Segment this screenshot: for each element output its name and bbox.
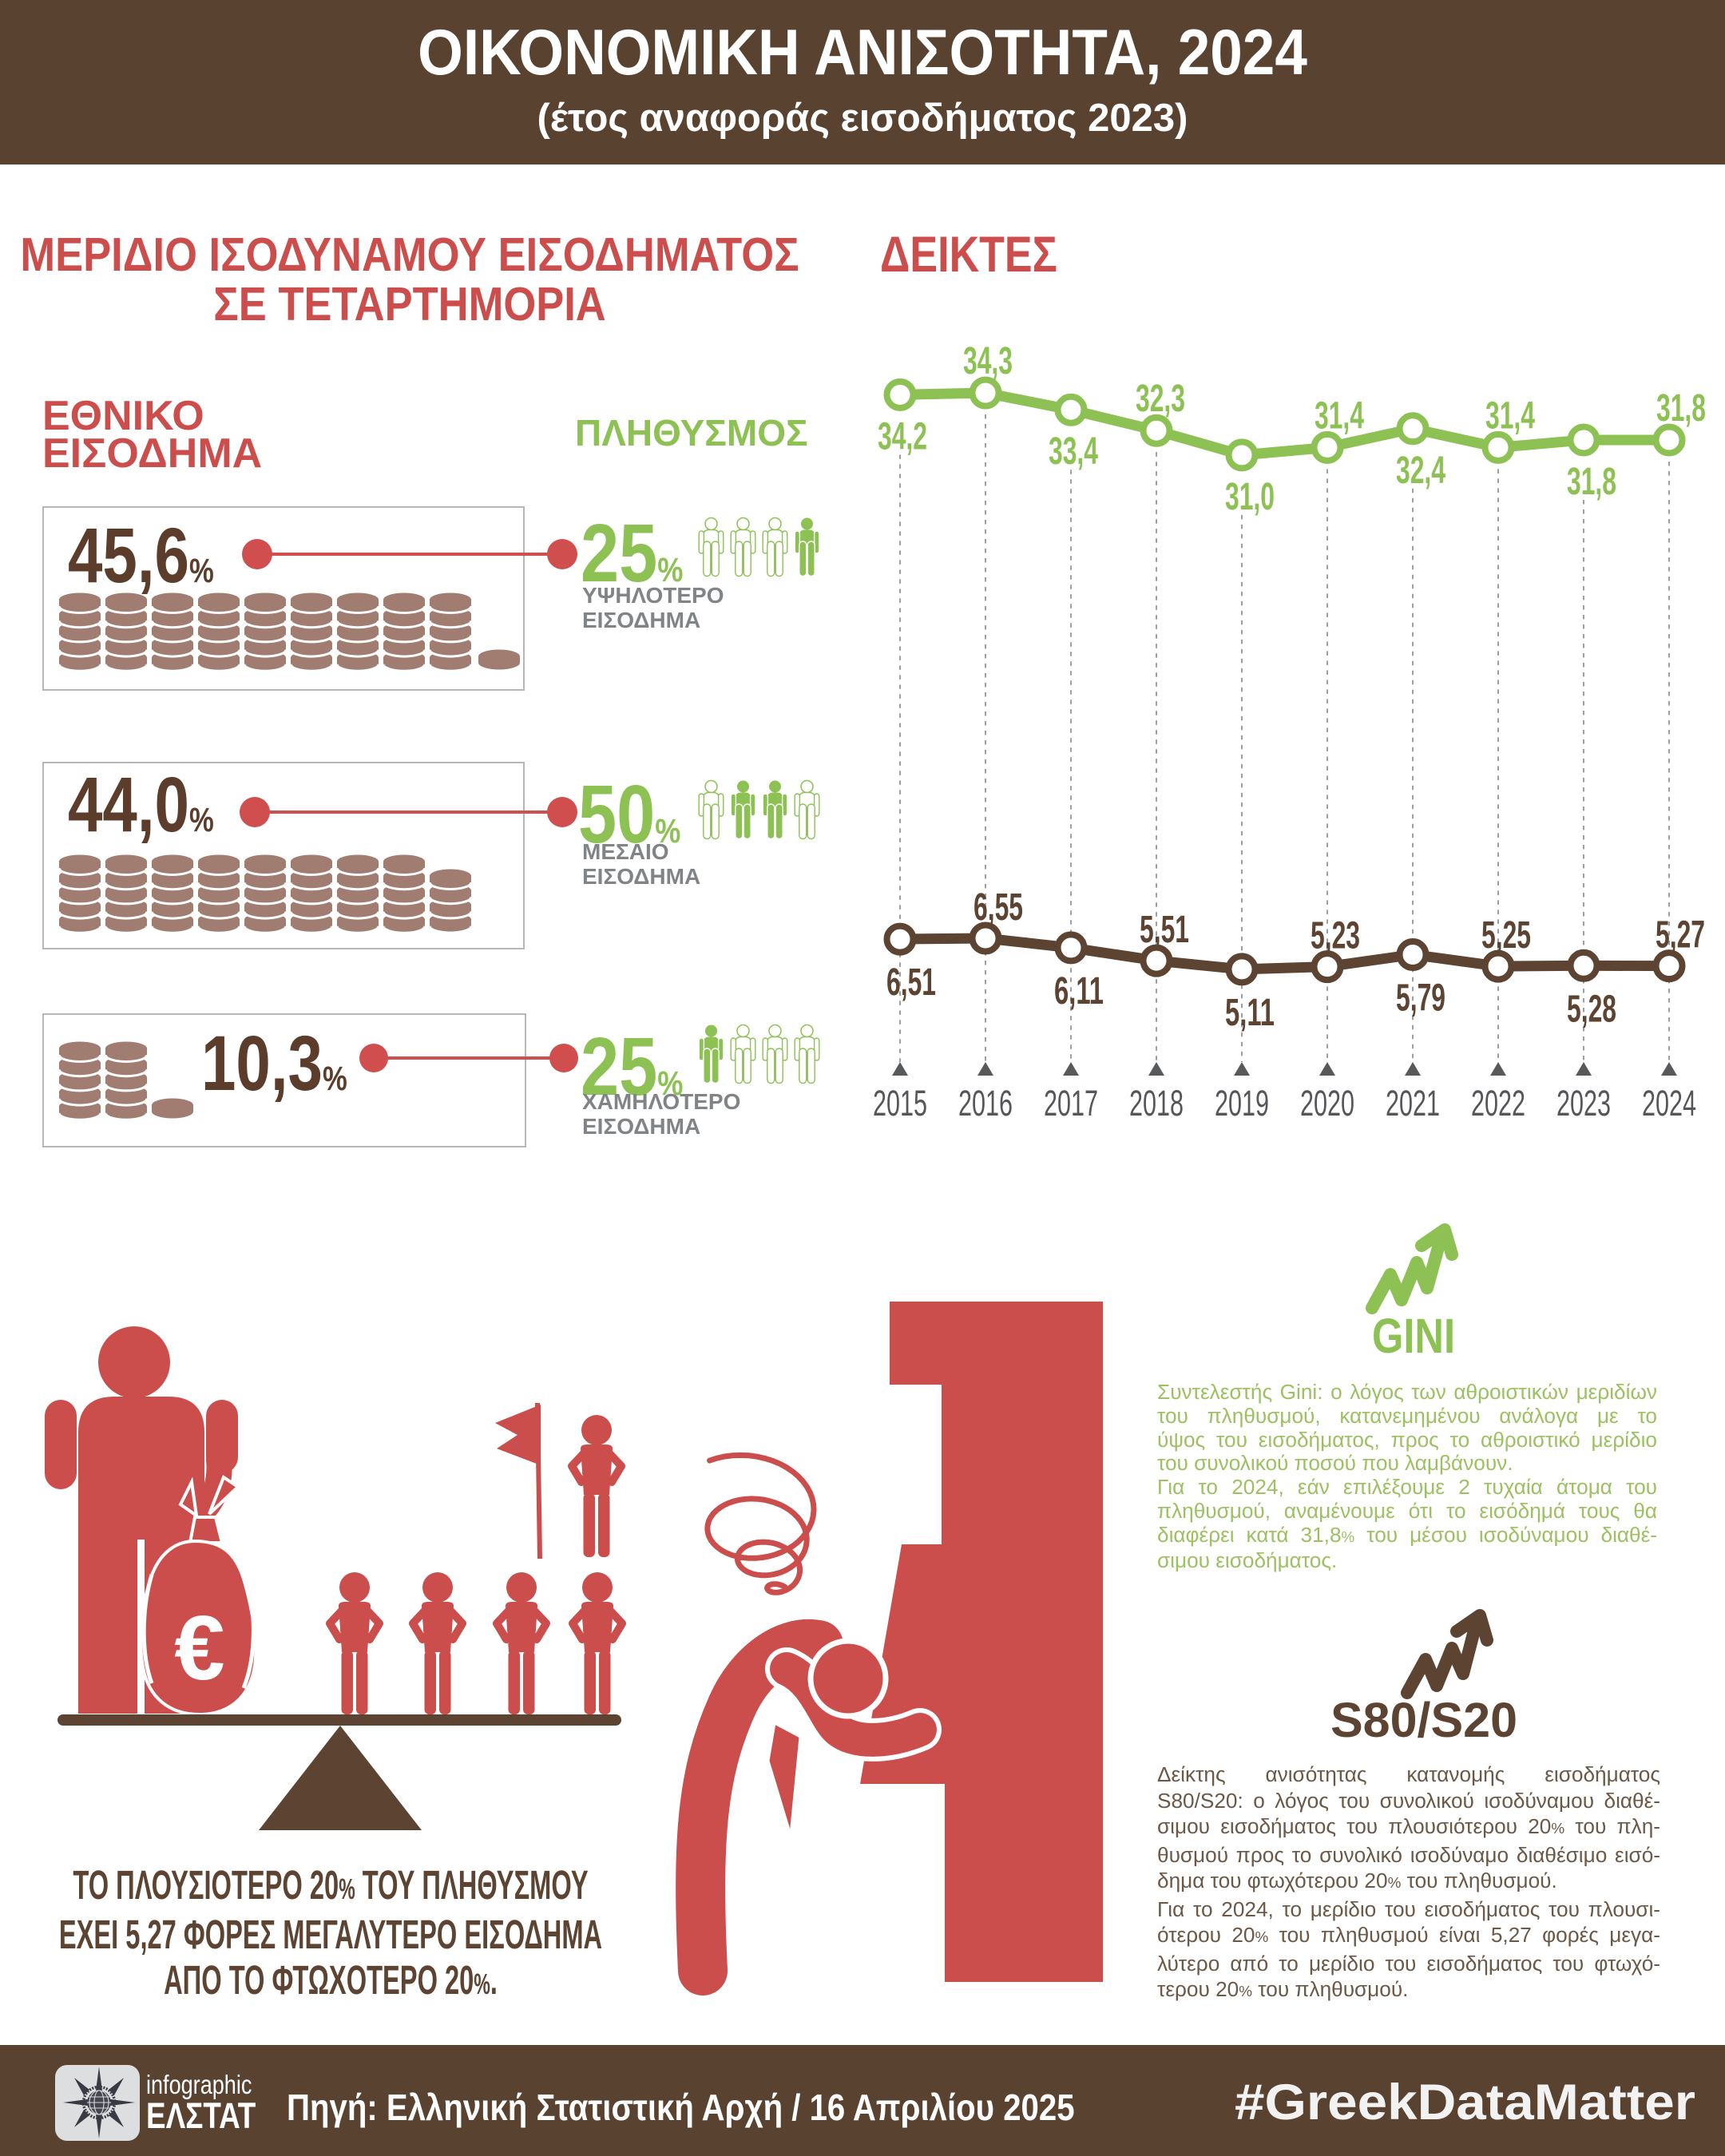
svg-text:6,55: 6,55 <box>974 886 1023 929</box>
svg-text:5,23: 5,23 <box>1311 915 1360 957</box>
svg-text:2023: 2023 <box>1556 1083 1611 1124</box>
svg-text:31,0: 31,0 <box>1225 476 1275 518</box>
svg-text:33,4: 33,4 <box>1049 430 1098 473</box>
svg-text:5,11: 5,11 <box>1225 992 1275 1034</box>
svg-text:31,4: 31,4 <box>1315 394 1364 437</box>
svg-text:5,25: 5,25 <box>1481 914 1531 957</box>
svg-text:2021: 2021 <box>1386 1083 1440 1124</box>
svg-text:5,79: 5,79 <box>1396 977 1445 1020</box>
svg-text:34,3: 34,3 <box>963 340 1013 382</box>
svg-text:6,11: 6,11 <box>1054 970 1104 1013</box>
svg-text:2024: 2024 <box>1642 1083 1696 1124</box>
svg-text:34,2: 34,2 <box>878 415 927 458</box>
svg-text:32,4: 32,4 <box>1396 450 1445 492</box>
svg-text:€: € <box>174 1598 224 1699</box>
svg-text:2019: 2019 <box>1215 1083 1269 1124</box>
svg-text:31,4: 31,4 <box>1485 394 1535 437</box>
svg-text:5,27: 5,27 <box>1656 914 1705 957</box>
svg-text:2017: 2017 <box>1044 1083 1098 1124</box>
svg-text:2020: 2020 <box>1300 1083 1354 1124</box>
svg-text:5,51: 5,51 <box>1140 909 1189 951</box>
svg-text:2015: 2015 <box>873 1083 927 1124</box>
svg-text:2016: 2016 <box>958 1083 1013 1124</box>
svg-text:2022: 2022 <box>1471 1083 1525 1124</box>
svg-text:31,8: 31,8 <box>1567 461 1616 503</box>
svg-text:2018: 2018 <box>1129 1083 1184 1124</box>
svg-text:5,28: 5,28 <box>1567 988 1616 1030</box>
svg-text:32,3: 32,3 <box>1136 378 1185 420</box>
svg-text:31,8: 31,8 <box>1656 387 1706 430</box>
svg-text:6,51: 6,51 <box>886 961 936 1004</box>
